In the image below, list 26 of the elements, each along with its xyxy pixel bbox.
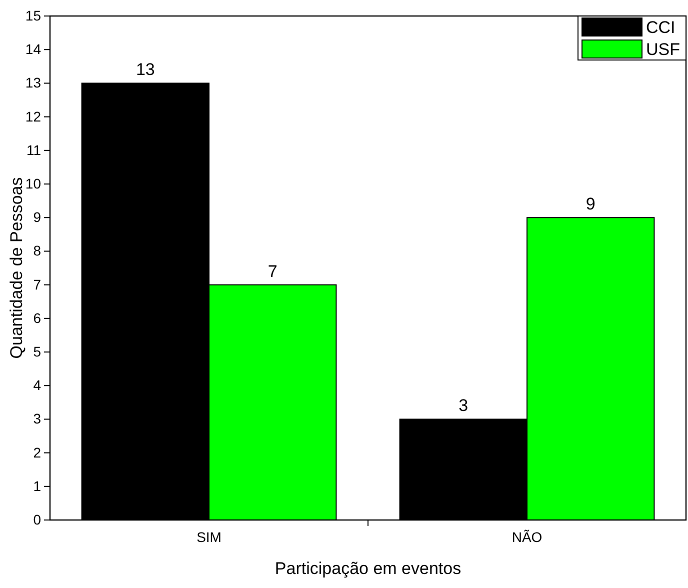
data-label: 13: [136, 60, 155, 80]
y-tick-label: 14: [25, 41, 42, 58]
y-tick-label: 7: [33, 276, 42, 292]
y-tick-label: 15: [25, 7, 42, 24]
y-tick-label: 5: [33, 343, 42, 360]
y-tick-label: 0: [33, 511, 42, 528]
y-tick-label: 10: [25, 175, 42, 192]
y-tick-label: 11: [26, 142, 42, 158]
y-tick-label: 2: [33, 444, 42, 460]
data-label: 9: [586, 194, 596, 214]
data-label: 7: [268, 262, 278, 281]
legend-label: CCI: [646, 18, 676, 37]
y-tick-label: 13: [25, 74, 42, 91]
y-tick-label: 6: [33, 310, 42, 326]
x-tick-label: SIM: [196, 528, 222, 545]
y-tick-label: 3: [33, 410, 42, 427]
y-tick-label: 9: [33, 209, 42, 226]
y-tick-label: 1: [33, 478, 42, 494]
legend-label: USF: [646, 40, 680, 59]
y-tick-label: 12: [25, 108, 42, 124]
y-tick-label: 8: [33, 242, 42, 259]
y-axis-title: Quantidade de Pessoas: [7, 177, 26, 359]
y-tick-label: 4: [33, 377, 42, 394]
x-tick-label: NÃO: [512, 528, 542, 545]
data-label: 3: [458, 396, 468, 416]
x-axis-title: Participação em eventos: [274, 559, 462, 578]
